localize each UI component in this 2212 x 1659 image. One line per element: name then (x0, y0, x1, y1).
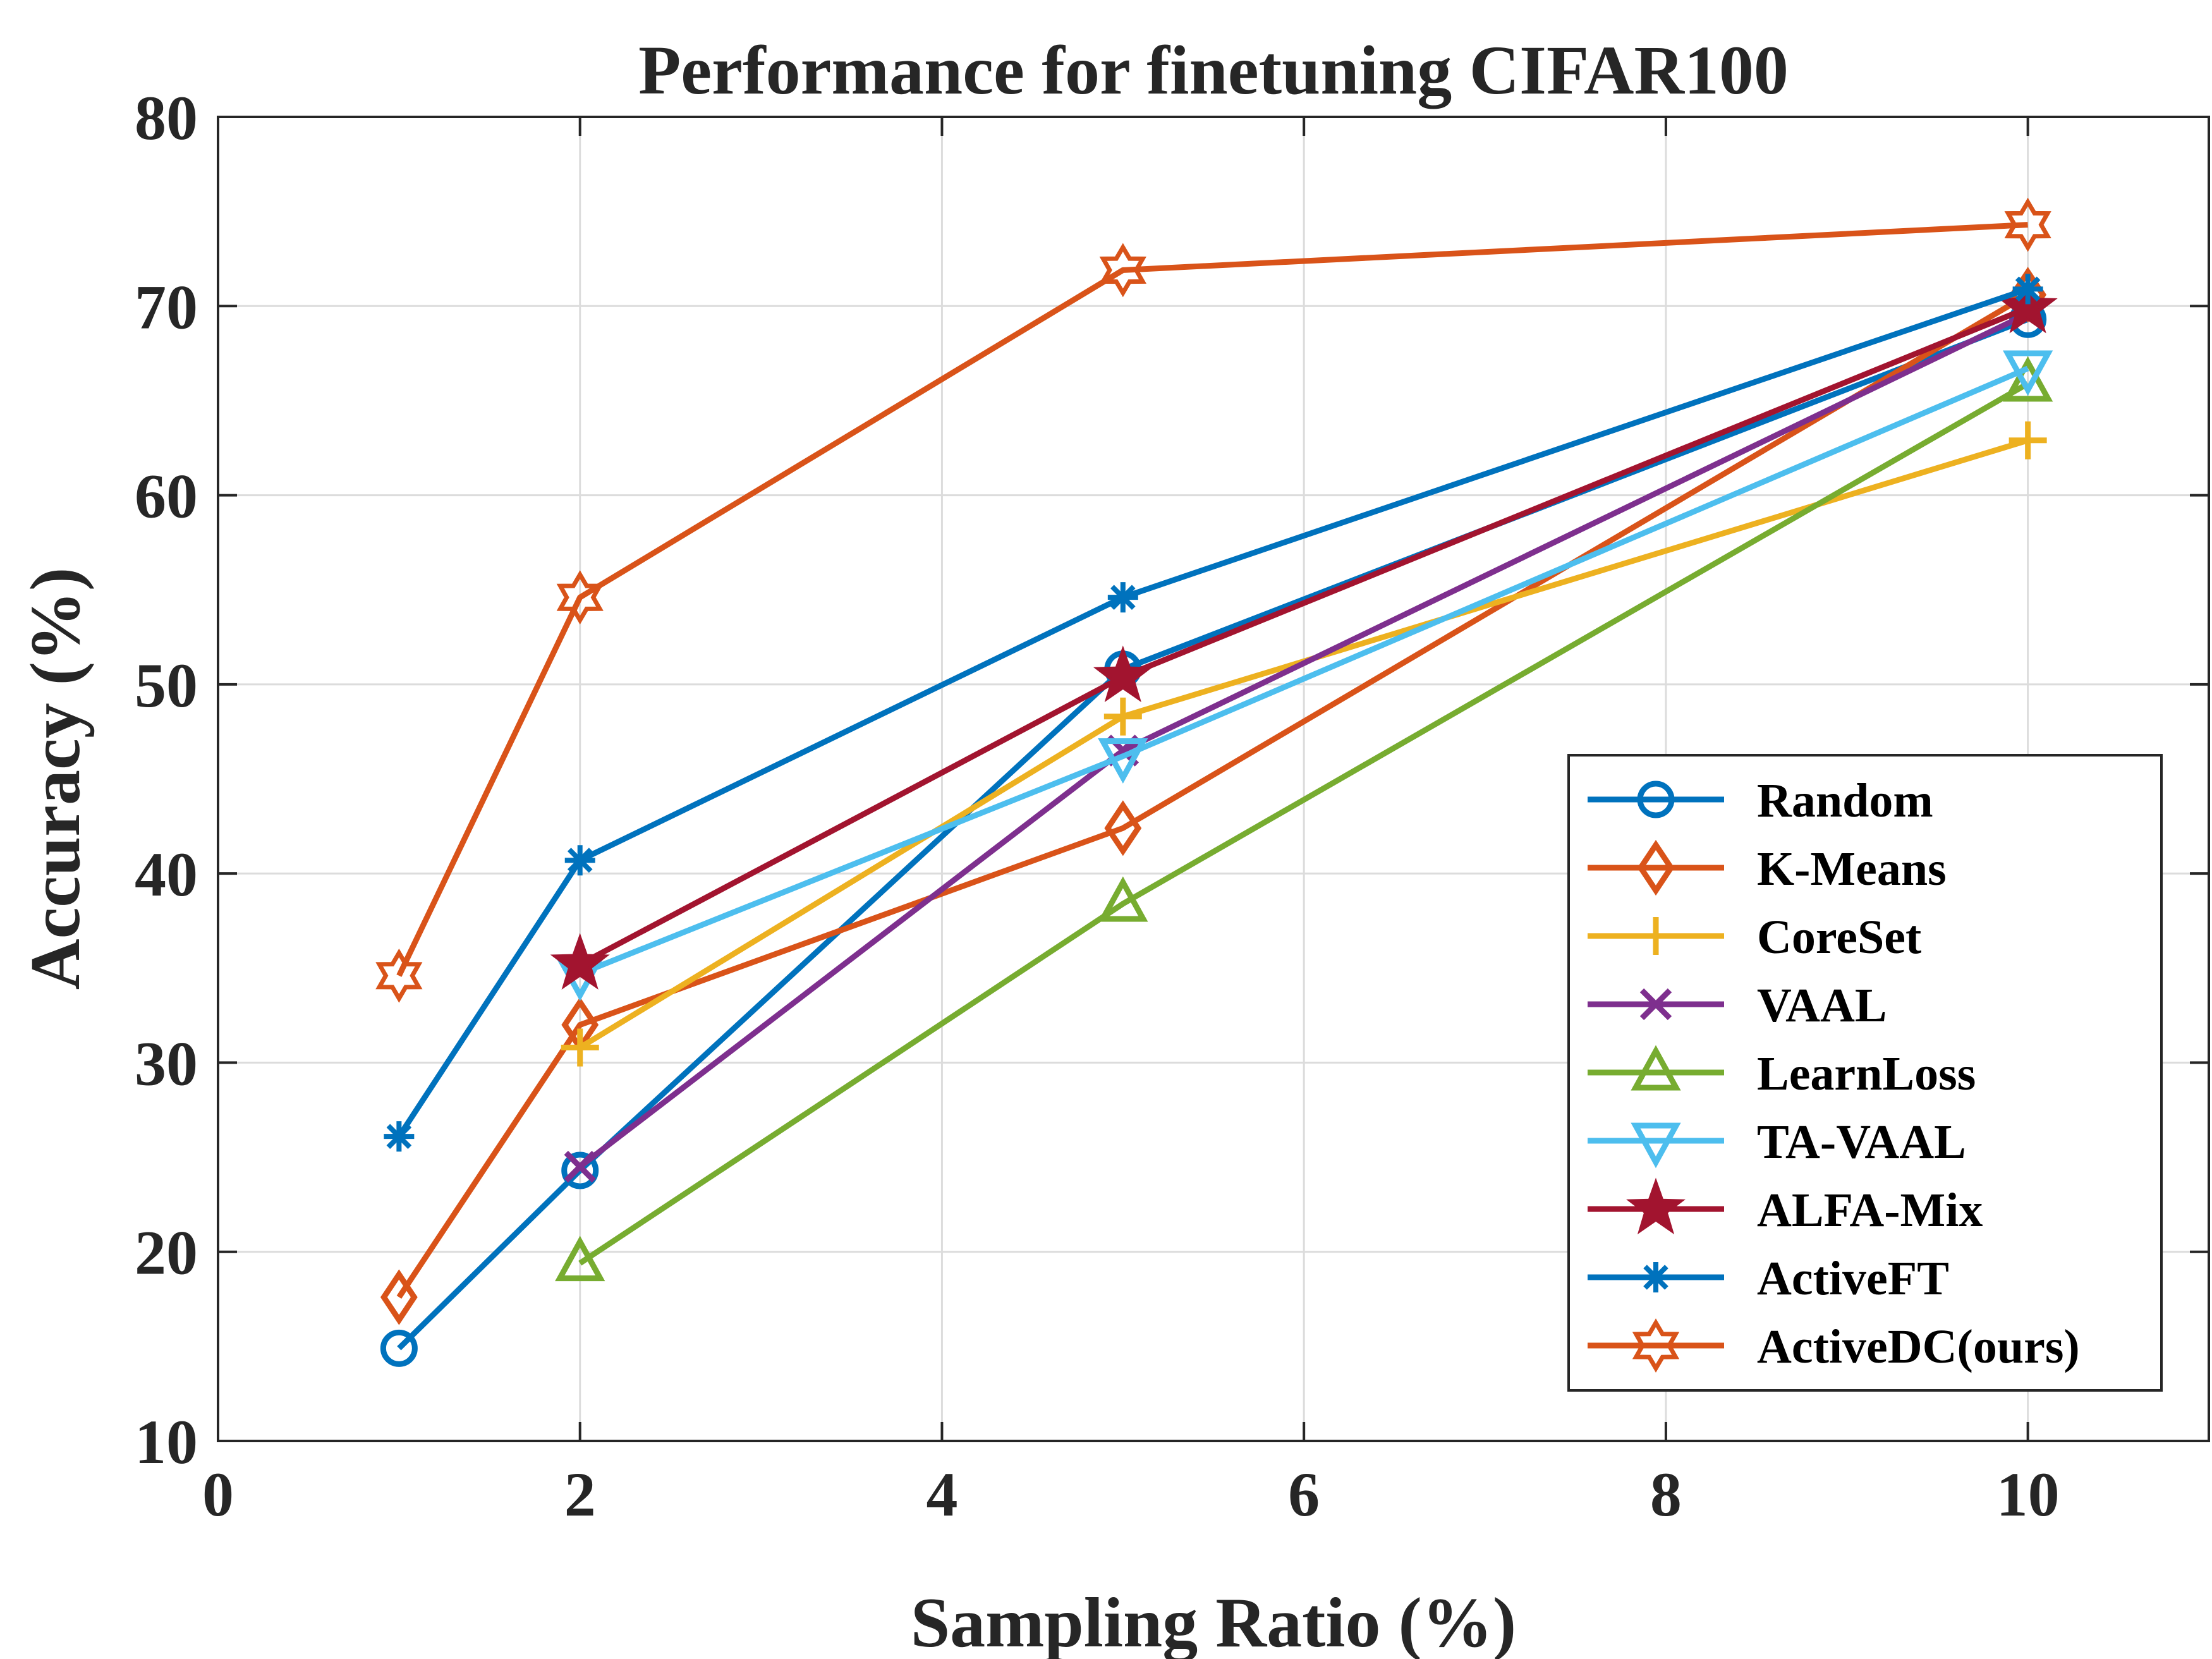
legend-entry: ActiveFT (1588, 1252, 1949, 1305)
y-tick-label: 80 (135, 83, 198, 153)
legend-marker (1626, 1177, 1686, 1235)
legend-marker (1639, 988, 1672, 1021)
legend-entry: ALFA-Mix (1588, 1177, 1983, 1237)
x-tick-label: 0 (202, 1459, 234, 1529)
data-point (384, 1121, 415, 1152)
data-point (555, 1236, 605, 1282)
legend-marker (1631, 1045, 1681, 1091)
data-point (1093, 645, 1153, 702)
legend-label: ActiveDC(ours) (1757, 1320, 2080, 1373)
data-point (2003, 356, 2053, 402)
series-alfa-mix (550, 276, 2058, 990)
data-point (1107, 582, 1138, 613)
chart-title: Performance for finetuning CIFAR100 (638, 32, 1789, 109)
x-tick-label: 10 (1996, 1459, 2060, 1529)
series-line (579, 365, 2029, 976)
data-point (1104, 800, 1142, 856)
legend-entry: ActiveDC(ours) (1588, 1318, 2080, 1373)
y-tick-label: 60 (135, 461, 198, 532)
data-point (564, 845, 595, 876)
x-tick-label: 6 (1288, 1459, 1320, 1529)
data-point (561, 1152, 599, 1189)
data-point (550, 933, 610, 990)
x-axis-label: Sampling Ratio (%) (911, 1584, 1516, 1659)
data-point (2003, 350, 2053, 396)
y-tick-label: 50 (135, 650, 198, 720)
data-point (1998, 276, 2058, 334)
axis-ticks: 0 2 4 6 8 10 10 20 30 40 50 60 70 80 (135, 83, 2209, 1529)
x-tick-label: 4 (926, 1459, 957, 1529)
legend-marker (1637, 781, 1675, 818)
series-coreset (561, 421, 2047, 1067)
data-point (561, 1028, 599, 1067)
series-activedc-ours- (375, 197, 2051, 1003)
data-point (1103, 697, 1142, 736)
series-line (578, 381, 2029, 1266)
series-activeft (384, 274, 2043, 1152)
legend-entry: CoreSet (1588, 911, 1921, 964)
series-learnloss (555, 356, 2053, 1282)
legend-label: VAAL (1757, 979, 1887, 1032)
x-tick-label: 8 (1650, 1459, 1682, 1529)
y-tick-label: 10 (135, 1407, 198, 1477)
x-tick-label: 2 (564, 1459, 596, 1529)
legend-label: ALFA-Mix (1757, 1184, 1983, 1237)
legend-marker (1637, 839, 1675, 896)
data-point (556, 570, 604, 625)
legend: Random K-Means CoreSet VAAL LearnLoss TA-VAAL… (1567, 754, 2163, 1392)
series-line (396, 222, 2028, 977)
legend-marker (1632, 1318, 1680, 1373)
legend-entry: K-Means (1588, 839, 1947, 896)
data-point (1099, 243, 1146, 298)
legend-marker (1631, 1122, 1681, 1169)
y-tick-label: 30 (135, 1028, 198, 1098)
data-point (2004, 197, 2051, 252)
data-point (2012, 274, 2043, 305)
legend-label: LearnLoss (1757, 1047, 1976, 1100)
y-tick-label: 20 (135, 1218, 198, 1288)
legend-entry: VAAL (1588, 979, 1887, 1032)
legend-entry: LearnLoss (1588, 1045, 1976, 1100)
data-point (380, 1329, 418, 1367)
y-tick-label: 70 (135, 272, 198, 342)
legend-label: TA-VAAL (1757, 1115, 1966, 1169)
plot-frame (217, 116, 2210, 1442)
legend-label: CoreSet (1757, 911, 1921, 964)
data-point (375, 948, 423, 1003)
series-line (396, 286, 2029, 1138)
legend-entry: TA-VAAL (1588, 1115, 1966, 1169)
data-point (2008, 421, 2047, 459)
legend-entry: Random (1588, 774, 1933, 827)
series-layer (375, 197, 2058, 1367)
y-tick-label: 40 (135, 839, 198, 909)
legend-marker (1641, 1262, 1671, 1292)
legend-label: K-Means (1757, 842, 1947, 896)
data-point (380, 1269, 418, 1325)
legend-label: Random (1757, 774, 1933, 827)
data-point (1098, 876, 1148, 922)
y-axis-label: Accuracy (%) (16, 568, 95, 990)
legend-marker (1637, 917, 1675, 955)
legend-label: ActiveFT (1757, 1252, 1949, 1305)
data-point (1098, 738, 1148, 784)
data-point (564, 1150, 596, 1183)
